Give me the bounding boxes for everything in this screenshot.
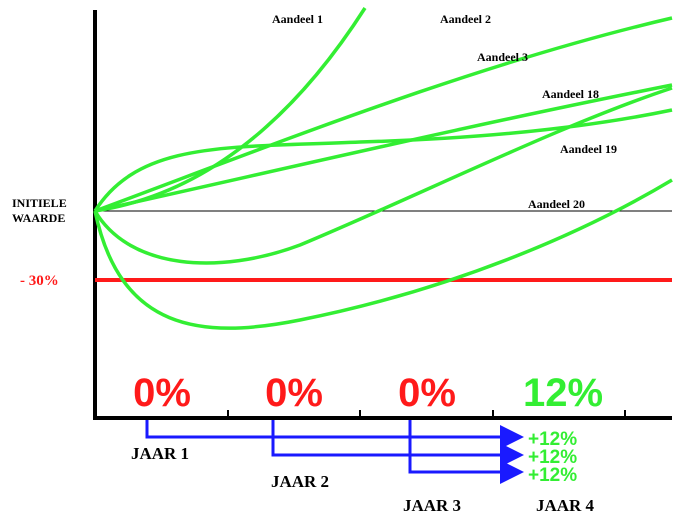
curve-label: Aandeel 20: [528, 197, 585, 211]
returns: 0% 0% 0% 12%: [133, 371, 603, 415]
years: JAAR 1 JAAR 2 JAAR 3 JAAR 4: [131, 444, 595, 515]
curve-label: Aandeel 18: [542, 87, 599, 101]
curve: [93, 86, 673, 265]
arrows: [145, 420, 524, 484]
curve: [93, 108, 673, 212]
curve-label: Aandeel 3: [477, 50, 528, 64]
year-label: JAAR 3: [403, 496, 461, 515]
carried-return: +12%: [528, 429, 577, 450]
x-ticks: [227, 410, 626, 418]
return-label: 0%: [265, 371, 323, 415]
threshold-label: - 30%: [20, 273, 59, 289]
carried-returns: +12% +12% +12%: [528, 429, 577, 486]
curve: [94, 83, 673, 213]
y-label: WAARDE: [12, 211, 65, 225]
return-label: 12%: [523, 371, 603, 415]
return-label: 0%: [133, 371, 191, 415]
carried-return: +12%: [528, 465, 577, 486]
y-label: INITIELE: [12, 196, 67, 210]
curve: [94, 16, 673, 213]
year-label: JAAR 1: [131, 444, 189, 463]
curve-labels: Aandeel 1 Aandeel 2 Aandeel 3 Aandeel 18…: [272, 12, 617, 211]
curve-label: Aandeel 2: [440, 12, 491, 26]
curve: [93, 178, 673, 330]
return-label: 0%: [398, 371, 456, 415]
year-label: JAAR 2: [271, 472, 329, 491]
year-label: JAAR 4: [536, 496, 595, 515]
carried-return: +12%: [528, 447, 577, 468]
curve-label: Aandeel 1: [272, 12, 323, 26]
curve-label: Aandeel 19: [560, 142, 617, 156]
